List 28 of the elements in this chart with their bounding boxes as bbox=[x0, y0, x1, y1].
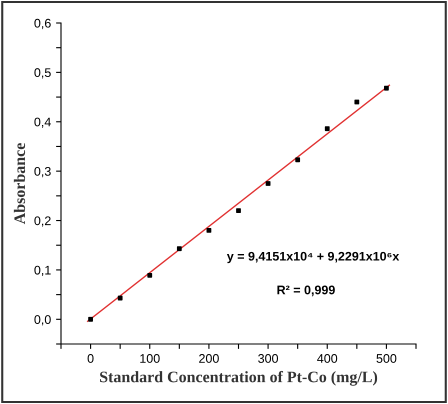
point bbox=[295, 157, 300, 162]
x-tick-label: 100 bbox=[140, 354, 160, 363]
y-tick-label: 0,3 bbox=[34, 166, 51, 178]
x-tick-label: 200 bbox=[199, 354, 219, 363]
annotation: y = 9,4151x10⁴ + 9,2291x10⁶x bbox=[226, 252, 400, 264]
y-tick-label: 0,1 bbox=[34, 266, 51, 276]
x-tick-label: 0 bbox=[88, 354, 94, 363]
x-tick-label: 500 bbox=[376, 354, 396, 363]
point bbox=[384, 86, 389, 91]
point bbox=[176, 246, 182, 252]
y-tick-label: 0,6 bbox=[34, 18, 51, 30]
x-axis-title: Standard Concentration of Pt-Co (mg/L) bbox=[100, 370, 378, 386]
point bbox=[147, 272, 152, 278]
annotation: R² = 0,999 bbox=[277, 286, 335, 296]
point bbox=[206, 228, 212, 233]
y-tick-label: 0,5 bbox=[34, 68, 51, 79]
y-tick-label: 0,2 bbox=[34, 216, 51, 227]
x-tick-label: 300 bbox=[258, 354, 278, 363]
point bbox=[88, 316, 93, 322]
point bbox=[324, 126, 330, 132]
y-tick-label: 0,4 bbox=[34, 118, 51, 128]
x-tick-label: 400 bbox=[317, 354, 338, 363]
y-tick-label: 0,0 bbox=[34, 315, 51, 326]
point bbox=[118, 296, 123, 300]
y-axis-title: Absorbance bbox=[14, 143, 26, 224]
point bbox=[354, 100, 360, 104]
point bbox=[236, 208, 241, 214]
point bbox=[266, 181, 270, 186]
